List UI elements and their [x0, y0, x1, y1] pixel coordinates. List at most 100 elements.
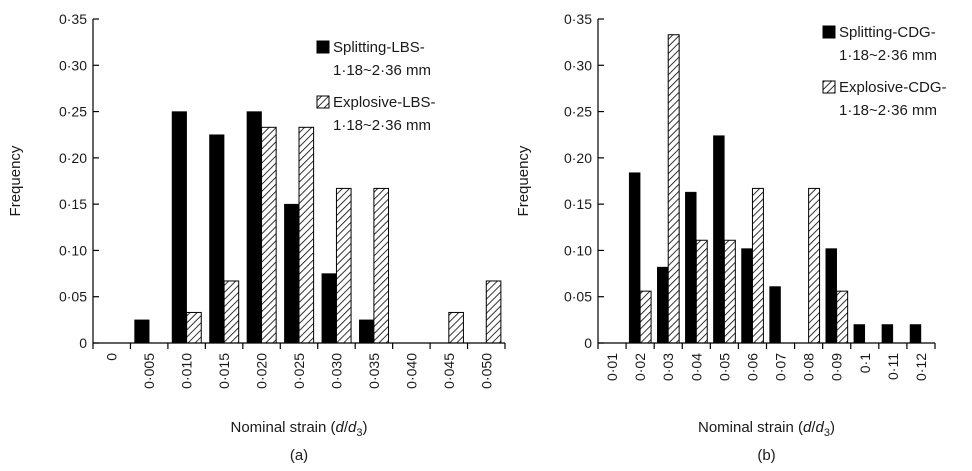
bar-series-2-5 — [751, 187, 764, 344]
legend-swatch-series-2 — [316, 95, 330, 109]
y-tick-label: 0·05 — [59, 289, 87, 305]
bar-series-2-8 — [836, 290, 849, 344]
y-axis-label: Frequency — [515, 145, 532, 216]
x-tick-label: 0·09 — [829, 353, 845, 381]
legend-swatch-series-1 — [316, 40, 330, 54]
y-tick-label: 0·20 — [59, 150, 87, 166]
x-axis-label: Nominal strain (d/d3) — [230, 419, 367, 439]
x-tick-label: 0·040 — [403, 353, 419, 389]
y-tick-label: 0·25 — [59, 104, 87, 120]
bar-series-2-10 — [485, 280, 502, 344]
x-tick-label: 0·07 — [773, 353, 789, 381]
x-tick-label: 0·03 — [660, 353, 676, 381]
bar-series-1-2 — [657, 266, 669, 344]
bar-series-2-6 — [335, 187, 352, 344]
chart-panel-a: 0 0·05 0·10 0·15 0·20 0·25 0·30 0·35 0 0·005 0·010… — [7, 11, 506, 464]
bar-series-1-3 — [685, 191, 697, 344]
x-tick-label: 0 — [104, 353, 120, 361]
x-tick-label: 0·045 — [441, 353, 457, 389]
y-tick-label: 0·35 — [564, 11, 592, 27]
legend-label-series-1: 1·18~2·36 mm — [839, 47, 937, 64]
x-tick-label: 0·035 — [366, 353, 382, 389]
x-axis-label: Nominal strain (d/d3) — [698, 419, 835, 439]
panel-label: (b) — [757, 447, 775, 464]
y-tick-label: 0·10 — [59, 242, 87, 258]
y-tick-label: 0·15 — [564, 196, 592, 212]
x-tick-label: 0·015 — [216, 353, 232, 389]
x-tick-label: 0·010 — [179, 353, 195, 389]
x-tick-label: 0·020 — [254, 353, 270, 389]
panel-label: (a) — [290, 447, 308, 464]
legend-label-series-2: Explosive-CDG- — [839, 79, 947, 96]
x-tick-label: 0·005 — [141, 353, 157, 389]
x-axis-label-part: Nominal strain ( — [698, 419, 803, 436]
legend-label-series-1: Splitting-LBS- — [333, 39, 425, 56]
bar-series-1-5 — [741, 248, 753, 344]
bar-series-1-1 — [628, 172, 641, 344]
x-tick-label: 0·05 — [716, 353, 732, 381]
y-tick-label: 0 — [79, 335, 87, 351]
y-axis-label: Frequency — [7, 145, 24, 216]
bar-series-1-4 — [246, 111, 262, 344]
x-tick-label: 0·12 — [913, 353, 929, 381]
bar-series-1-11 — [909, 324, 922, 344]
x-tick-label: 0·11 — [885, 353, 901, 380]
bar-series-2-2 — [667, 34, 680, 344]
y-tick-label: 0·30 — [59, 57, 87, 73]
bar-series-2-3 — [695, 239, 708, 344]
x-axis-label-part: 3 — [824, 427, 830, 439]
bar-series-1-8 — [825, 248, 837, 344]
bar-series-2-2 — [186, 311, 202, 344]
x-axis-label-part: d — [336, 419, 345, 436]
x-tick-label: 0·050 — [478, 353, 494, 389]
legend-label-series-1: 1·18~2·36 mm — [333, 62, 431, 79]
bar-series-1-10 — [881, 324, 894, 344]
bar-series-2-3 — [223, 280, 240, 344]
x-tick-label: 0·04 — [688, 353, 704, 381]
bar-series-2-5 — [298, 126, 315, 344]
legend-swatch-series-1 — [822, 25, 836, 39]
y-tick-label: 0·30 — [564, 57, 592, 73]
bar-series-1-5 — [284, 203, 300, 344]
bar-series-2-1 — [639, 290, 652, 344]
bar-series-1-6 — [321, 273, 337, 344]
bar-series-2-4 — [261, 126, 277, 344]
bar-series-2-4 — [723, 239, 736, 344]
x-tick-label: 0·030 — [328, 353, 344, 389]
x-tick-label: 0·1 — [857, 353, 873, 373]
bar-series-2-9 — [448, 311, 464, 344]
bar-series-1-1 — [134, 319, 150, 344]
x-axis-label-part: d — [348, 419, 357, 436]
chart-panel-b: 0 0·05 0·10 0·15 0·20 0·25 0·30 0·35 0·01 0·02 0·0… — [515, 11, 947, 464]
bar-series-1-7 — [359, 319, 375, 344]
legend-label-series-2: 1·18~2·36 mm — [839, 102, 937, 119]
y-tick-label: 0·15 — [59, 196, 87, 212]
bar-series-1-2 — [171, 111, 187, 344]
x-axis-label-part: d — [816, 419, 825, 436]
legend-label-series-1: Splitting-CDG- — [839, 24, 936, 41]
y-tick-label: 0 — [584, 335, 592, 351]
x-axis-label-part: ) — [830, 419, 835, 436]
x-tick-label: 0·01 — [604, 353, 620, 381]
x-tick-label: 0·06 — [744, 353, 760, 381]
y-tick-label: 0·35 — [59, 11, 87, 27]
bar-series-1-3 — [209, 134, 225, 344]
bar-series-1-4 — [713, 135, 725, 344]
bar-series-1-6 — [769, 286, 781, 344]
bar-series-1-9 — [853, 324, 866, 344]
x-axis-label-part: d — [803, 419, 812, 436]
y-tick-label: 0·10 — [564, 242, 592, 258]
legend-label-series-2: 1·18~2·36 mm — [333, 117, 431, 134]
x-axis-label-part: Nominal strain ( — [230, 419, 335, 436]
y-tick-label: 0·20 — [564, 150, 592, 166]
legend-swatch-series-2 — [822, 80, 836, 94]
y-tick-label: 0·25 — [564, 104, 592, 120]
bar-series-2-7 — [808, 187, 821, 344]
x-tick-label: 0·025 — [291, 353, 307, 389]
x-axis-label-part: 3 — [356, 427, 362, 439]
legend-label-series-2: Explosive-LBS- — [333, 94, 436, 111]
x-axis-label-part: / — [344, 419, 349, 436]
bar-series-2-7 — [373, 187, 390, 344]
y-tick-label: 0·05 — [564, 289, 592, 305]
